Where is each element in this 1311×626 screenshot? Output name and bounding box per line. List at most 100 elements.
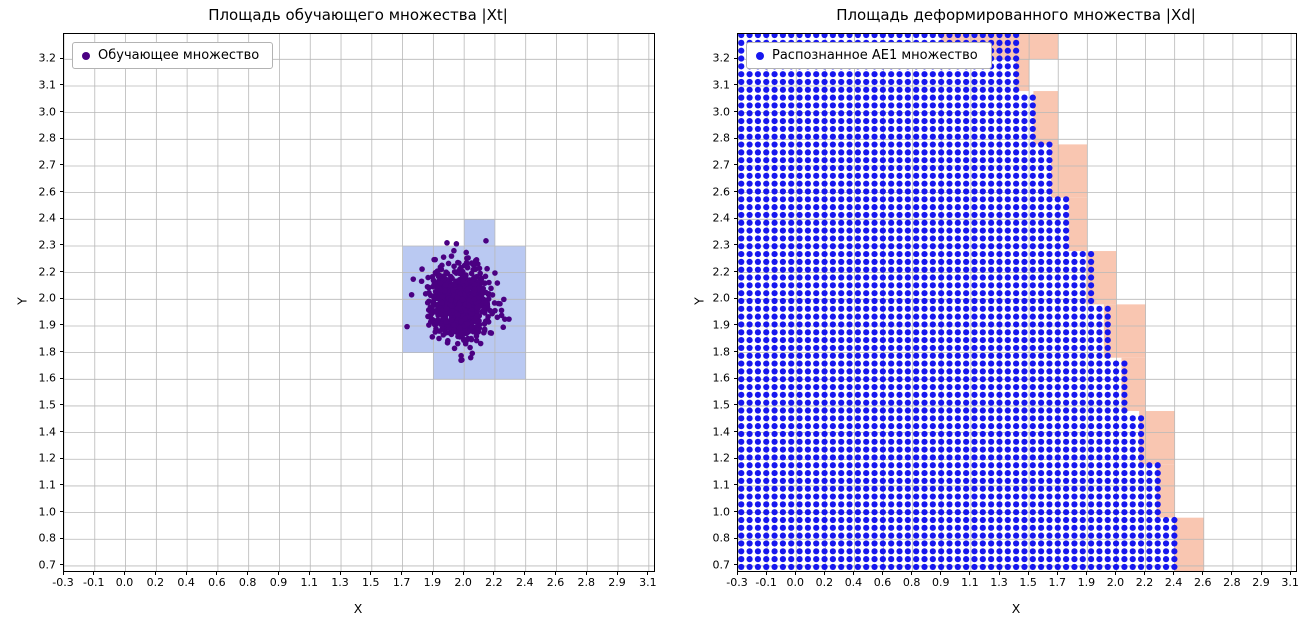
x-tick-mark <box>339 571 341 575</box>
legend-label: Распознанное AE1 множество <box>772 48 978 63</box>
grid-lines <box>64 34 654 571</box>
y-tick-label: 1.0 <box>712 505 731 519</box>
training-scatter-points <box>404 238 512 364</box>
x-tick-mark <box>940 571 942 575</box>
y-tick-label: 1.5 <box>712 398 731 412</box>
x-tick-mark <box>524 571 526 575</box>
x-tick-mark <box>185 571 187 575</box>
x-tick-mark <box>1202 571 1204 575</box>
y-tick-label: 0.8 <box>712 531 731 545</box>
x-tick-label: 2.8 <box>1223 576 1241 589</box>
y-tick-mark <box>59 404 63 406</box>
x-tick-mark <box>1056 571 1058 575</box>
x-tick-label: 0.9 <box>932 576 950 589</box>
x-tick-mark <box>554 571 556 575</box>
x-tick-mark <box>247 571 249 575</box>
y-tick-mark <box>59 351 63 353</box>
y-tick-mark <box>59 111 63 113</box>
x-tick-mark <box>647 571 649 575</box>
left-x-axis-ticks: -0.3 -0.1 0.0 0.2 0.4 0.6 0.8 0.9 1.1 1.3 1.5 1.7 1.… <box>52 571 657 589</box>
x-tick-label: 1.5 <box>362 576 380 589</box>
y-tick-label: 1.2 <box>38 451 57 465</box>
x-tick-label: 1.3 <box>990 576 1008 589</box>
x-tick-mark <box>616 571 618 575</box>
x-tick-mark <box>1289 571 1291 575</box>
y-tick-mark <box>733 57 737 59</box>
y-tick-mark <box>59 137 63 139</box>
y-tick-mark <box>59 511 63 513</box>
y-tick-label: 3.2 <box>38 51 57 65</box>
x-tick-label: 2.6 <box>546 576 565 589</box>
y-tick-label: 1.9 <box>38 318 57 332</box>
x-tick-label: -0.3 <box>726 576 748 589</box>
x-tick-label: 0.8 <box>238 576 257 589</box>
left-plot-svg <box>64 34 654 571</box>
x-tick-mark <box>1085 571 1087 575</box>
x-tick-label: 2.2 <box>485 576 503 589</box>
y-tick-mark <box>59 191 63 193</box>
y-tick-label: 3.1 <box>38 78 57 92</box>
x-tick-mark <box>969 571 971 575</box>
y-tick-mark <box>733 564 737 566</box>
y-tick-label: 1.6 <box>38 371 57 385</box>
legend-marker-dot <box>82 51 90 60</box>
x-tick-mark <box>308 571 310 575</box>
left-plot-axes: Обучающее множество <box>63 33 655 572</box>
y-tick-label: 2.3 <box>712 238 731 252</box>
x-tick-label: 1.1 <box>300 576 318 589</box>
y-tick-mark <box>59 244 63 246</box>
x-tick-label: 0.4 <box>177 576 195 589</box>
y-tick-label: 3.0 <box>712 105 731 119</box>
y-tick-mark <box>733 217 737 219</box>
x-tick-mark <box>154 571 156 575</box>
y-tick-mark <box>59 57 63 59</box>
x-tick-label: 0.0 <box>786 576 804 589</box>
x-tick-label: -0.3 <box>52 576 74 589</box>
x-tick-label: 2.6 <box>1194 576 1212 589</box>
y-tick-mark <box>733 537 737 539</box>
x-tick-label: 2.8 <box>577 576 596 589</box>
y-tick-label: 2.6 <box>712 185 731 199</box>
y-tick-label: 1.2 <box>712 451 731 465</box>
y-tick-mark <box>59 217 63 219</box>
y-tick-mark <box>59 271 63 273</box>
right-plot-axes: Распознанное AE1 множество <box>737 33 1297 572</box>
y-tick-mark <box>59 537 63 539</box>
y-tick-label: 1.1 <box>38 478 57 492</box>
x-tick-mark <box>431 571 433 575</box>
x-tick-label: -0.1 <box>755 576 777 589</box>
x-tick-label: 1.7 <box>392 576 411 589</box>
x-tick-mark <box>62 571 64 575</box>
y-tick-label: 3.2 <box>712 51 731 65</box>
x-tick-mark <box>1173 571 1175 575</box>
y-tick-mark <box>733 111 737 113</box>
x-tick-label: 1.3 <box>331 576 349 589</box>
y-tick-mark <box>733 191 737 193</box>
x-tick-mark <box>401 571 403 575</box>
right-y-axis-label: Y <box>691 297 707 305</box>
x-tick-mark <box>1231 571 1233 575</box>
left-y-axis-ticks: 0.7 0.8 1.0 1.1 1.2 1.4 1.5 1.6 1.8 1.9 2.0 2.2 2.3 2… <box>1 33 63 571</box>
y-tick-label: 1.4 <box>38 425 57 439</box>
x-tick-label: 0.2 <box>146 576 165 589</box>
recognized-dot-grid <box>738 34 1178 571</box>
y-tick-label: 2.2 <box>712 265 731 279</box>
x-tick-label: 2.4 <box>1164 576 1183 589</box>
right-x-axis-ticks: -0.3 -0.1 0.0 0.2 0.4 0.6 0.8 0.9 1.1 1.3 1.5 1.7 1.… <box>726 571 1299 589</box>
y-tick-mark <box>59 564 63 566</box>
y-tick-label: 1.8 <box>38 345 57 359</box>
x-tick-mark <box>736 571 738 575</box>
y-tick-mark <box>733 271 737 273</box>
right-plot-title: Площадь деформированного множества |Xd| <box>836 6 1196 24</box>
x-tick-label: 0.2 <box>815 576 834 589</box>
y-tick-mark <box>733 84 737 86</box>
y-tick-mark <box>59 377 63 379</box>
x-tick-mark <box>216 571 218 575</box>
y-tick-label: 2.4 <box>712 211 731 225</box>
y-tick-label: 1.9 <box>712 318 731 332</box>
y-tick-label: 2.7 <box>38 158 57 172</box>
y-tick-mark <box>733 164 737 166</box>
x-tick-mark <box>998 571 1000 575</box>
x-tick-mark <box>823 571 825 575</box>
y-tick-label: 2.0 <box>712 291 731 305</box>
